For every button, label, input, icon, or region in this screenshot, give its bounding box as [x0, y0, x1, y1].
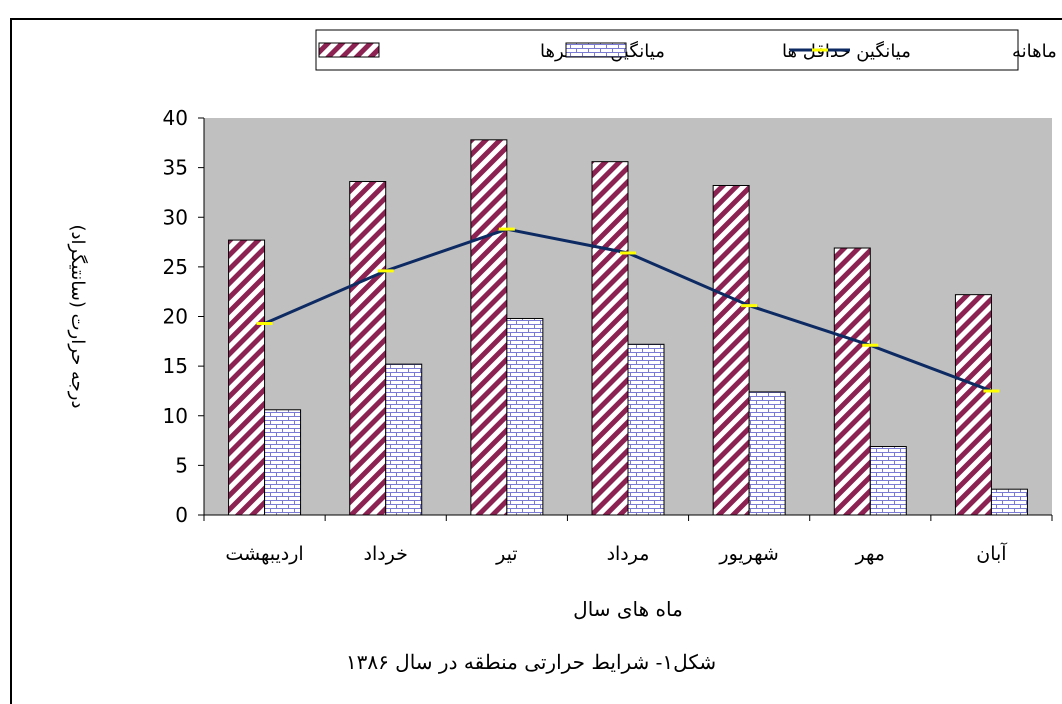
y-axis-title: درجه حرارت (سانتیگراد) [67, 225, 89, 409]
bars-group [228, 139, 1028, 516]
y-tick-label: 25 [163, 255, 188, 279]
bar-min-mean [748, 391, 786, 516]
y-tick-label: 30 [163, 205, 188, 229]
x-tick-label: شهریور [718, 543, 778, 565]
x-tick-label: مهر [855, 543, 885, 565]
figure-frame [10, 18, 1062, 704]
bar-max-mean [954, 294, 992, 516]
bar-min-mean [506, 317, 544, 516]
bar-max-mean [349, 181, 387, 516]
y-tick-label: 0 [175, 503, 188, 527]
legend-swatch [318, 42, 380, 58]
y-axis: 0 5 10 15 20 25 30 35 40 [163, 106, 205, 527]
monthly-mean-line-group [256, 227, 1000, 393]
y-tick-label: 10 [163, 404, 188, 428]
y-tick-label: 40 [163, 106, 188, 130]
x-tick-label: خرداد [363, 543, 407, 565]
x-tick-label: تیر [495, 543, 518, 565]
x-axis: اردیبهشت خرداد تیر مرداد شهریور مهر آبان [203, 514, 1053, 565]
legend-swatch [565, 42, 627, 58]
legend: میانگین حداکثرهامیانگین حداقل هامیانگین … [315, 29, 1062, 71]
y-tick-label: 20 [163, 305, 188, 329]
x-tick-label: مرداد [607, 543, 650, 565]
bar-min-mean [869, 446, 907, 516]
y-tick-label: 15 [163, 354, 188, 378]
bar-max-mean [833, 247, 871, 516]
legend-label: میانگین ماهانه [1012, 40, 1062, 62]
bar-min-mean [385, 363, 423, 516]
bar-min-mean [990, 488, 1028, 516]
bar-max-mean [470, 139, 508, 516]
x-tick-label: اردیبهشت [225, 543, 303, 565]
y-tick-label: 35 [163, 156, 188, 180]
legend-box [315, 29, 1019, 71]
figure-caption: شکل۱- شرایط حرارتی منطقه در سال ۱۳۸۶ [345, 650, 717, 674]
bar-min-mean [627, 343, 665, 516]
bar-min-mean [264, 409, 302, 516]
bar-max-mean [712, 184, 750, 516]
bar-max-mean [591, 161, 629, 516]
y-tick-label: 5 [175, 453, 188, 477]
x-axis-title: ماه های سال [573, 597, 683, 621]
x-tick-label: آبان [976, 541, 1007, 565]
bar-max-mean [228, 239, 266, 516]
